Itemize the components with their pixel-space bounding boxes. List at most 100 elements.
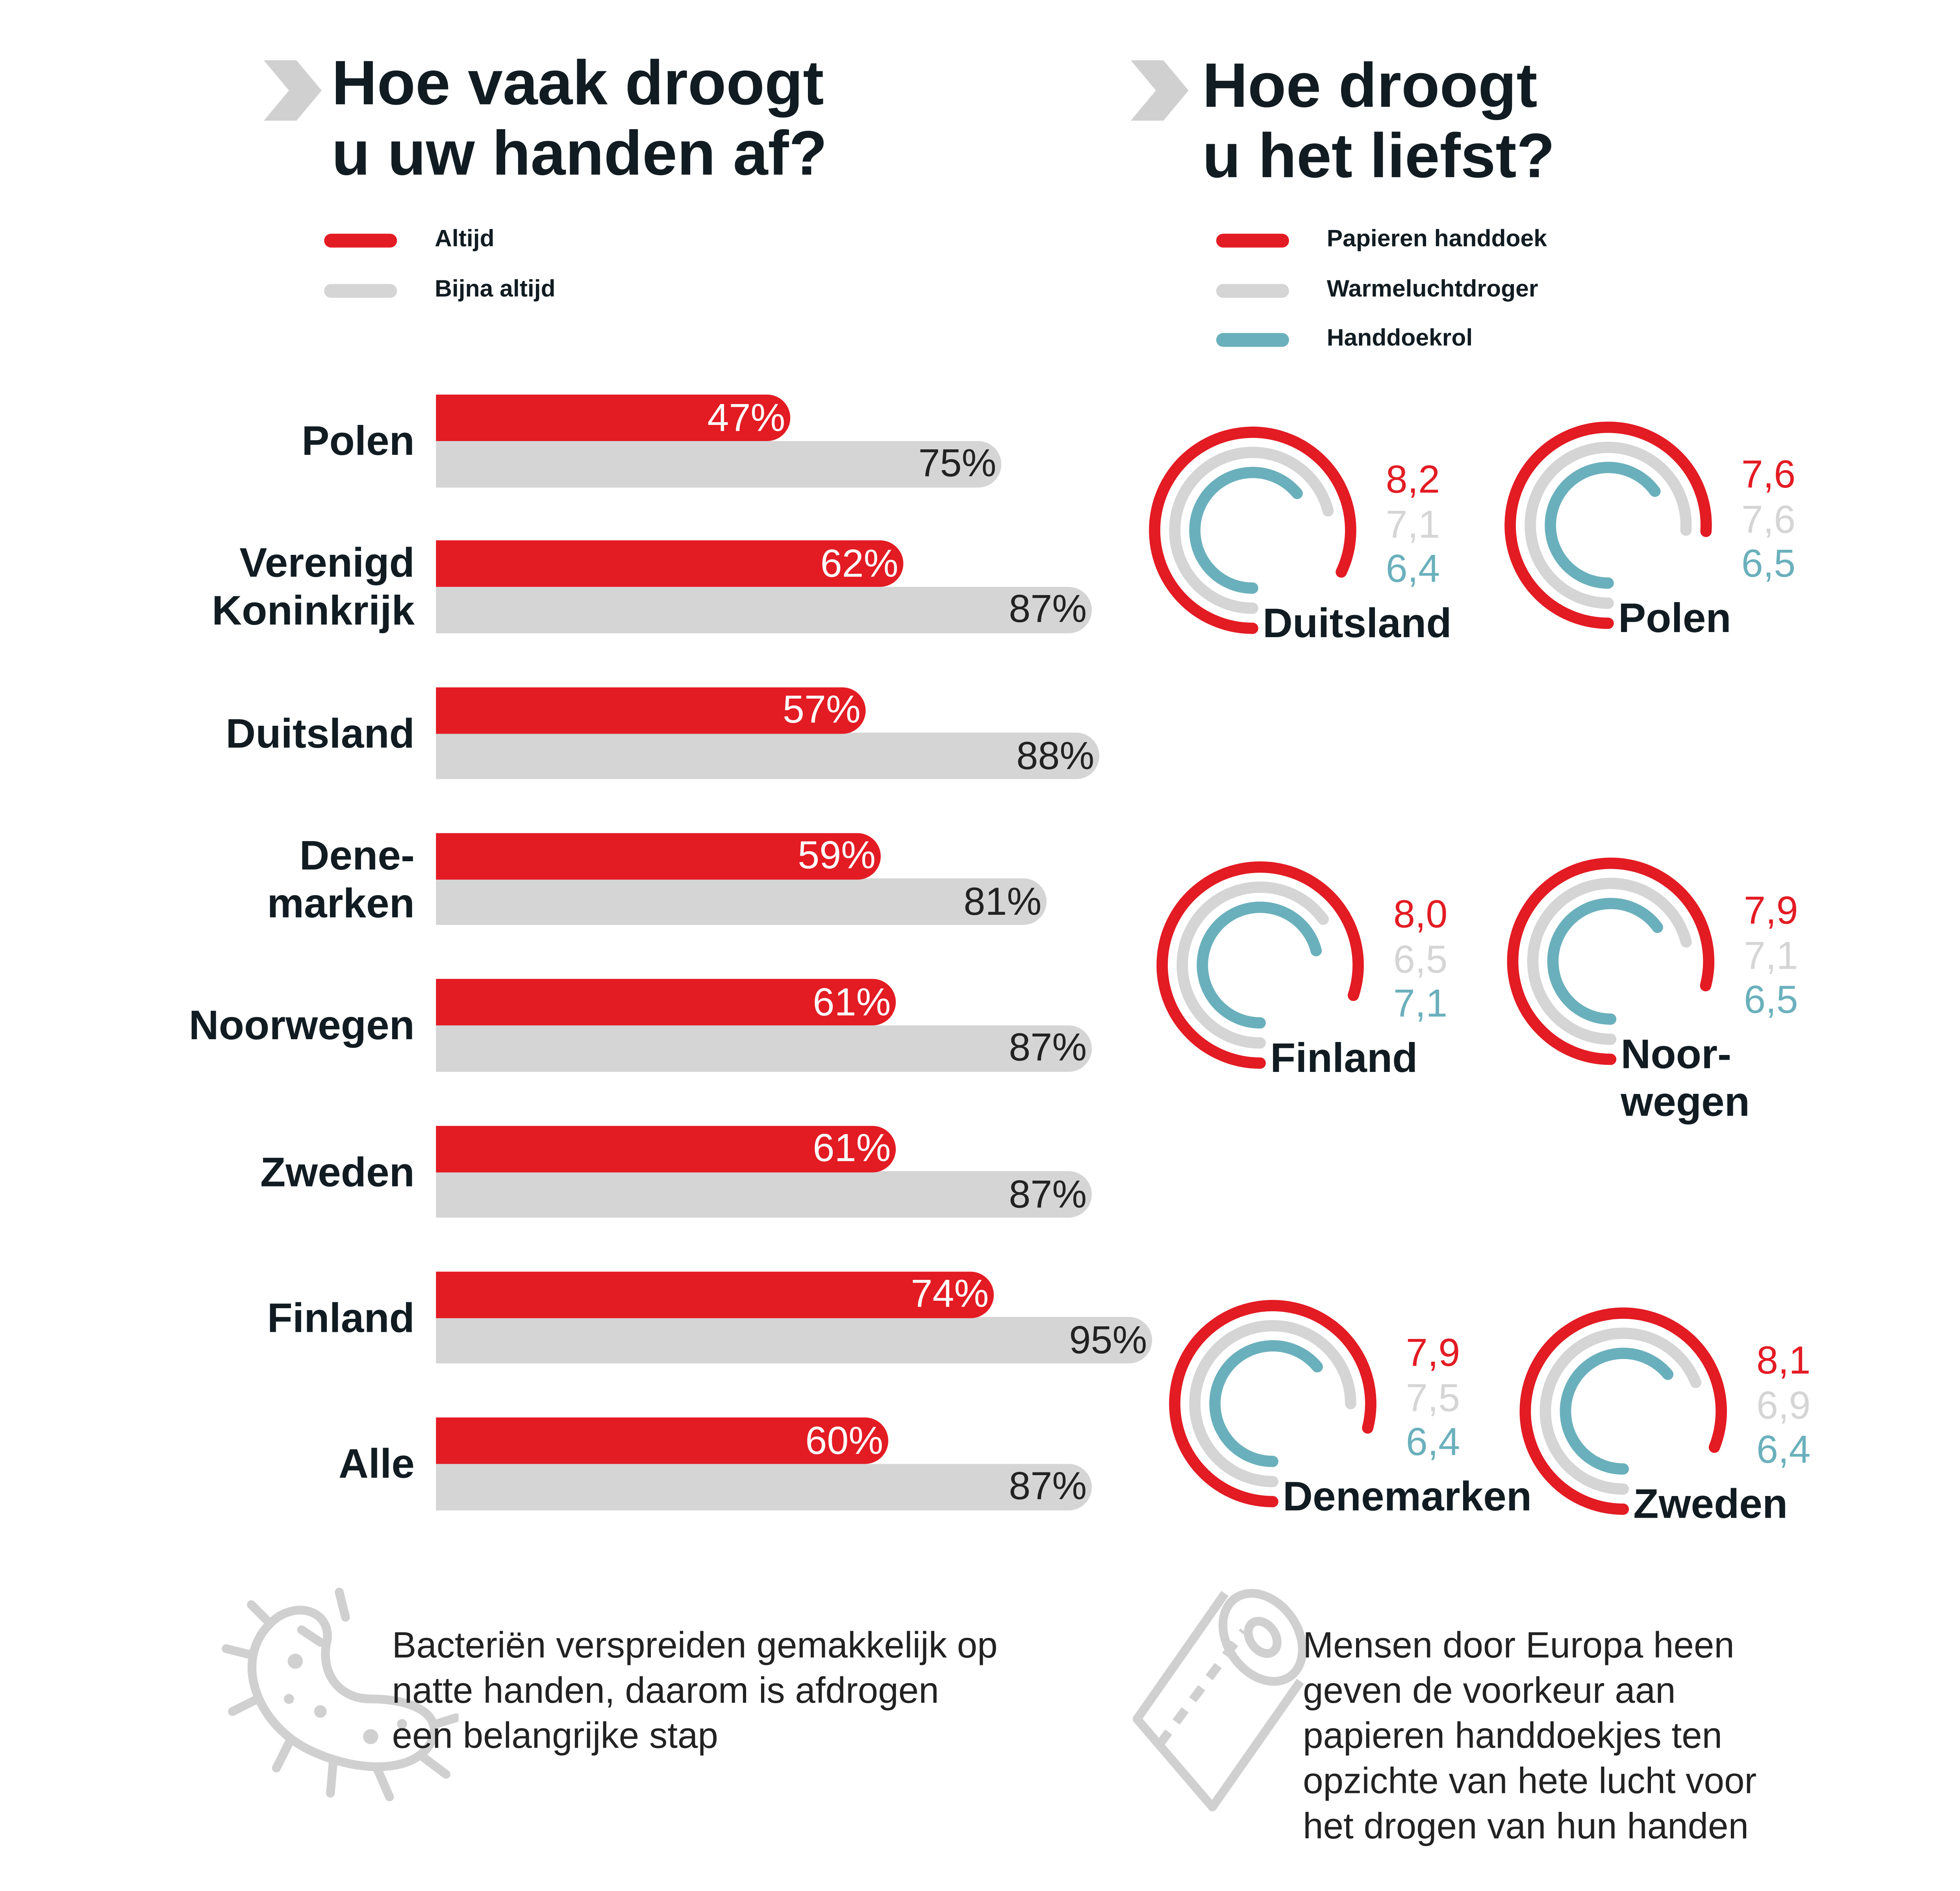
legend-item-papieren-handdoek: Papieren handdoek: [1216, 226, 1547, 254]
gauge-1: [1504, 421, 1712, 629]
gauge-arc-handdoekrol: [1189, 467, 1303, 594]
legend-item-warmeluchtdroger: Warmeluchtdroger: [1216, 276, 1538, 304]
gauge-2: [1156, 861, 1364, 1069]
bar-bijna-altijd: 95%: [436, 1317, 1152, 1364]
gauge-3: [1507, 857, 1715, 1065]
bar-bijna-altijd: 87%: [436, 1171, 1092, 1218]
gauge-value-label: 6,4: [1756, 1427, 1811, 1472]
category-label: Dene- marken: [267, 832, 415, 926]
gauge-4: [1169, 1300, 1376, 1507]
bar-altijd: 59%: [436, 833, 881, 880]
bar-bijna-altijd: 87%: [436, 1025, 1092, 1072]
gauge-value-label: 7,5: [1406, 1375, 1460, 1420]
gauge-arc-handdoekrol: [1197, 901, 1322, 1029]
gauge-arc-papieren-handdoek: [1149, 426, 1356, 634]
gauge-arc-papieren-handdoek: [1169, 1300, 1376, 1507]
legend-label: Bijna altijd: [435, 276, 556, 303]
category-label: Verenigd Koninkrijk: [212, 539, 415, 634]
bar-bijna-altijd: 87%: [436, 586, 1092, 633]
bacterium-icon: [222, 1587, 459, 1802]
gauge-chart-title: Hoe droogt u het liefst?: [1202, 50, 1555, 191]
gauge-value-label: 7,9: [1406, 1331, 1460, 1375]
bar-value-label: 62%: [820, 541, 898, 586]
gauge-value-label: 6,9: [1756, 1383, 1811, 1427]
chevron-icon: [264, 60, 322, 121]
bar-altijd: 61%: [436, 1125, 896, 1172]
legend-item-bijna-altijd: Bijna altijd: [324, 276, 556, 304]
category-label: Alle: [338, 1440, 415, 1487]
footer-right-text: Mensen door Europa heen geven de voorkeu…: [1303, 1626, 1757, 1847]
category-label: Polen: [302, 417, 415, 464]
legend-label: Warmeluchtdroger: [1326, 276, 1538, 303]
bar-altijd: 62%: [436, 541, 904, 588]
gauge-value-label: 7,6: [1741, 497, 1796, 541]
gauge-country-label: Zweden: [1633, 1480, 1788, 1527]
bar-value-label: 87%: [1009, 587, 1087, 631]
gauge-value-label: 7,9: [1744, 888, 1798, 933]
gauge-arc-papieren-handdoek: [1507, 857, 1715, 1065]
category-label: Duitsland: [226, 709, 415, 756]
gauge-arc-handdoekrol: [1545, 462, 1661, 589]
gauge-country-label: Polen: [1618, 594, 1731, 641]
bar-value-label: 60%: [805, 1418, 884, 1463]
legend-item-altijd: Altijd: [324, 226, 495, 254]
gauge-arc-papieren-handdoek: [1519, 1307, 1727, 1515]
gauge-value-label: 6,5: [1741, 541, 1796, 586]
legend-label: Altijd: [435, 226, 495, 253]
gauge-arc-warmeluchtdroger: [1176, 881, 1329, 1049]
bar-bijna-altijd: 88%: [436, 732, 1100, 779]
gauge-value-label: 6,5: [1393, 936, 1448, 981]
gauge-value-label: 8,2: [1386, 457, 1440, 502]
bar-value-label: 95%: [1069, 1318, 1147, 1362]
gauge-country-label: Noor- wegen: [1621, 1030, 1750, 1125]
gauge-value-label: 6,4: [1406, 1420, 1460, 1464]
bar-altijd: 57%: [436, 687, 866, 734]
bar-bijna-altijd: 87%: [436, 1463, 1092, 1510]
gauge-value-label: 7,6: [1741, 452, 1796, 497]
gauge-arc-papieren-handdoek: [1504, 421, 1712, 629]
gauge-arc-warmeluchtdroger: [1169, 447, 1334, 614]
bar-bijna-altijd: 75%: [436, 440, 1002, 487]
category-label: Noorwegen: [189, 1001, 415, 1048]
bar-value-label: 74%: [911, 1272, 989, 1316]
gauge-value-label: 6,5: [1744, 977, 1798, 1022]
gauge-value-label: 8,0: [1393, 892, 1448, 936]
gauge-arc-warmeluchtdroger: [1527, 877, 1692, 1045]
bar-value-label: 88%: [1016, 733, 1095, 777]
gauge-arc-warmeluchtdroger: [1525, 441, 1692, 609]
bar-chart-title: Hoe vaak droogt u uw handen af?: [332, 48, 828, 189]
bar-altijd: 61%: [436, 979, 896, 1026]
gauge-arc-handdoekrol: [1547, 897, 1663, 1025]
gauge-value-label: 6,4: [1386, 547, 1440, 591]
bar-value-label: 61%: [813, 979, 891, 1024]
chevron-icon: [1130, 60, 1189, 121]
gauge-value-label: 7,1: [1386, 502, 1440, 546]
bar-value-label: 47%: [707, 395, 785, 439]
gauge-arc-handdoekrol: [1209, 1340, 1323, 1467]
bar-bijna-altijd: 81%: [436, 879, 1047, 925]
bar-value-label: 87%: [1009, 1025, 1087, 1070]
gauge-arc-warmeluchtdroger: [1189, 1320, 1356, 1487]
gauge-country-label: Finland: [1270, 1034, 1418, 1081]
gauge-value-label: 7,1: [1393, 981, 1448, 1025]
bar-value-label: 87%: [1009, 1464, 1087, 1508]
bar-value-label: 75%: [918, 441, 997, 485]
bar-value-label: 61%: [813, 1126, 891, 1170]
gauge-value-label: 7,1: [1744, 933, 1798, 977]
bar-altijd: 74%: [436, 1271, 994, 1318]
gauge-arc-warmeluchtdroger: [1539, 1327, 1702, 1495]
bar-altijd: 47%: [436, 394, 791, 441]
paper-roll-icon: [1132, 1589, 1307, 1811]
bar-value-label: 87%: [1009, 1172, 1087, 1216]
legend-label: Papieren handdoek: [1326, 226, 1547, 253]
gauge-value-label: 8,1: [1756, 1338, 1811, 1383]
legend-label: Handdoekrol: [1326, 325, 1473, 352]
bar-value-label: 81%: [963, 879, 1042, 924]
bar-value-label: 57%: [782, 687, 861, 732]
gauge-arc-papieren-handdoek: [1156, 861, 1364, 1069]
footer-left-text: Bacteriën verspreiden gemakkelijk op nat…: [392, 1626, 998, 1757]
gauge-arc-handdoekrol: [1560, 1348, 1674, 1475]
category-label: Zweden: [260, 1148, 415, 1195]
gauge-country-label: Denemarken: [1283, 1472, 1532, 1519]
